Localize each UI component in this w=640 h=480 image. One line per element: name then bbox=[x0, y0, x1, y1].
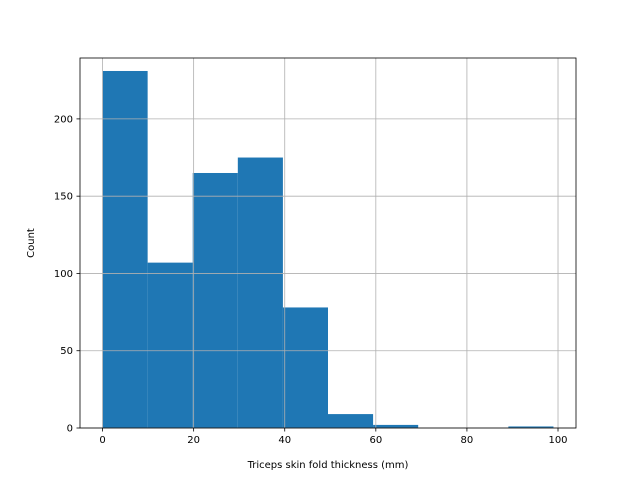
y-axis-label: Count bbox=[26, 228, 37, 258]
ticks-layer: 0 20 40 60 80 100 0 50 100 150 200 bbox=[54, 114, 568, 446]
y-tick-label: 150 bbox=[54, 192, 73, 203]
histogram-bar-3 bbox=[237, 157, 283, 428]
histogram-bar-4 bbox=[282, 307, 328, 428]
x-axis-label: Triceps skin fold thickness (mm) bbox=[247, 460, 409, 471]
plot-frame bbox=[79, 57, 577, 429]
histogram-bar-2 bbox=[192, 172, 238, 428]
x-tick-label: 20 bbox=[187, 435, 200, 446]
histogram-bar-5 bbox=[328, 414, 374, 428]
histogram-bar-9 bbox=[508, 426, 554, 428]
bars-layer bbox=[102, 70, 554, 428]
y-tick-label: 200 bbox=[54, 114, 73, 125]
y-tick-label: 50 bbox=[60, 346, 73, 357]
y-tick-label: 100 bbox=[54, 269, 73, 280]
y-tick-label: 0 bbox=[67, 424, 73, 435]
x-tick-label: 80 bbox=[461, 435, 474, 446]
histogram-bar-6 bbox=[373, 424, 419, 428]
x-tick-label: 100 bbox=[548, 435, 567, 446]
x-tick-label: 0 bbox=[99, 435, 105, 446]
x-tick-label: 60 bbox=[369, 435, 382, 446]
histogram-bar-0 bbox=[102, 70, 148, 428]
x-tick-label: 40 bbox=[278, 435, 291, 446]
histogram-bar-1 bbox=[147, 262, 193, 428]
